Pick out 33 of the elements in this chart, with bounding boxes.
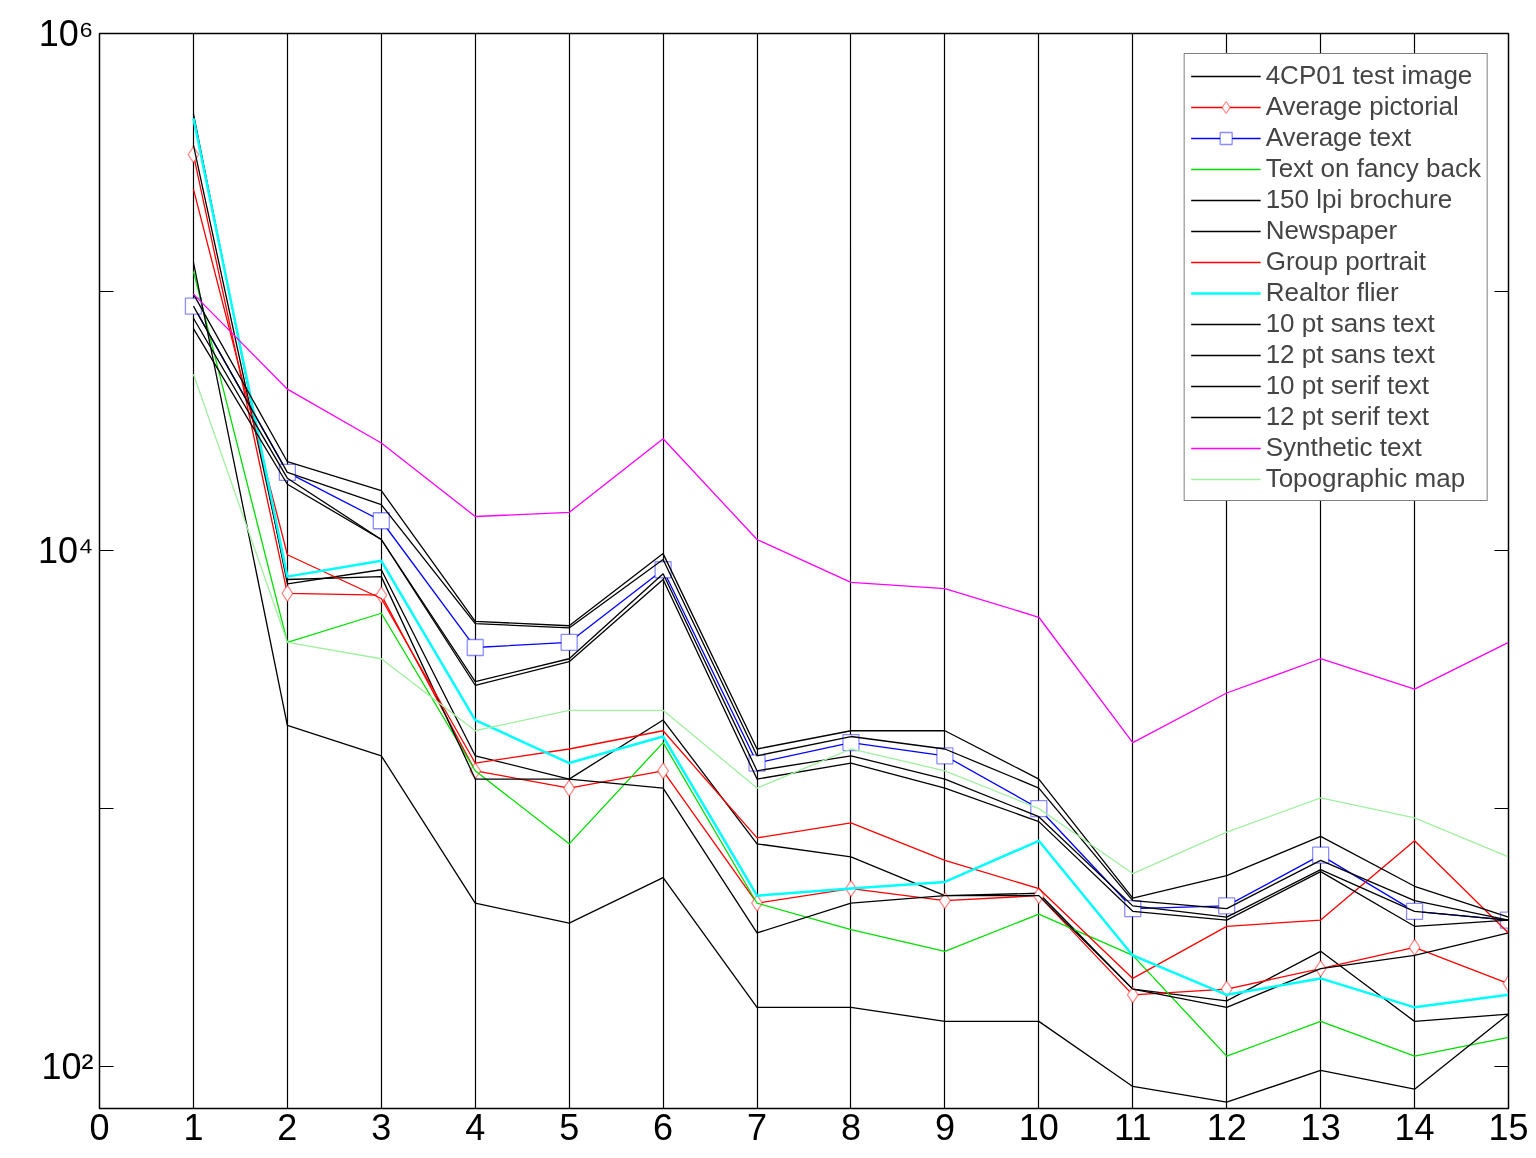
x-tick-label: 15: [1488, 1106, 1529, 1148]
x-tick-label: 4: [465, 1106, 486, 1148]
x-tick-label: 6: [653, 1106, 674, 1148]
legend-label: 10 pt sans text: [1265, 308, 1435, 339]
legend-label: 4CP01 test image: [1265, 60, 1473, 91]
legend-label: Average text: [1265, 122, 1412, 153]
y-tick-label: 10²: [41, 1046, 94, 1088]
x-tick-label: 12: [1206, 1106, 1247, 1148]
x-tick-label: 5: [559, 1106, 580, 1148]
legend-label: Newspaper: [1265, 215, 1398, 246]
x-tick-label: 7: [747, 1106, 768, 1148]
x-tick-label: 9: [934, 1106, 955, 1148]
legend-label: 150 lpi brochure: [1265, 184, 1453, 215]
legend-label: Topographic map: [1265, 463, 1466, 494]
x-tick-label: 2: [277, 1106, 298, 1148]
x-tick-label: 0: [89, 1106, 110, 1148]
legend-label: Text on fancy back: [1265, 153, 1481, 184]
legend-label: 12 pt serif text: [1265, 401, 1429, 432]
legend-label: Average pictorial: [1265, 91, 1459, 122]
legend-label: Synthetic text: [1265, 432, 1422, 463]
x-tick-label: 10: [1018, 1106, 1059, 1148]
x-tick-label: 3: [371, 1106, 392, 1148]
x-tick-label: 8: [840, 1106, 861, 1148]
legend-label: 10 pt serif text: [1265, 370, 1429, 401]
y-tick-label: 10⁴: [37, 529, 94, 571]
x-tick-label: 14: [1394, 1106, 1435, 1148]
x-tick-label: 11: [1114, 1106, 1152, 1148]
legend-label: Realtor flier: [1265, 277, 1399, 308]
x-tick-label: 1: [183, 1106, 204, 1148]
legend-label: 12 pt sans text: [1265, 339, 1435, 370]
legend-label: Group portrait: [1265, 246, 1427, 277]
x-tick-label: 13: [1300, 1106, 1341, 1148]
y-tick-label: 10⁶: [38, 13, 94, 54]
